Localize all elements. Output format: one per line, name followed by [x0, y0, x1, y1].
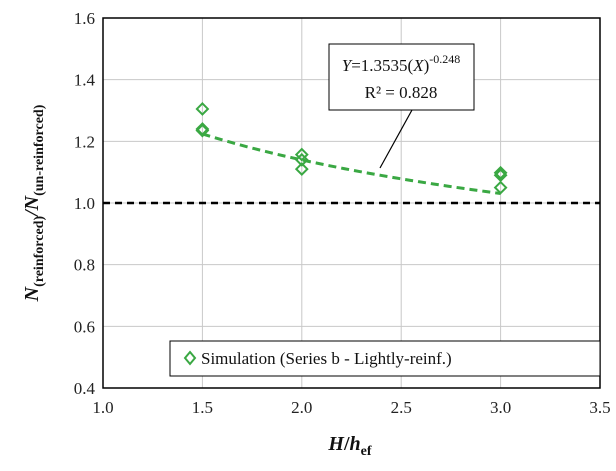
y-tick-label: 1.6 [74, 9, 95, 28]
annotation-box [328, 43, 475, 111]
equation-y: Y [342, 56, 353, 75]
legend: Simulation (Series b - Lightly-reinf.) [169, 340, 601, 377]
y-title-n2: N [21, 194, 43, 211]
x-axis-title: H/hef [327, 433, 371, 459]
x-tick-label: 1.0 [92, 398, 113, 417]
data-point [493, 165, 508, 180]
y-axis-title: N(reinforced)/N(un-reinforced) [21, 104, 47, 302]
equation-exponent: -0.248 [429, 52, 460, 66]
x-tick-labels: 1.0 1.5 2.0 2.5 3.0 3.5 [92, 398, 610, 417]
x-tick-label: 3.0 [490, 398, 511, 417]
y-tick-label: 0.4 [74, 379, 96, 398]
annotation-leader-line [379, 109, 413, 169]
legend-box [169, 340, 601, 377]
legend-label: Simulation (Series b - Lightly-reinf.) [201, 349, 452, 368]
x-tick-label: 1.5 [192, 398, 213, 417]
legend-marker [183, 350, 197, 366]
y-title-n1: N [21, 285, 43, 302]
data-point [294, 152, 309, 167]
data-points [195, 102, 508, 195]
data-point [294, 147, 309, 162]
x-title-second: h [350, 433, 361, 455]
trendline [201, 132, 501, 196]
y-tick-label: 1.0 [74, 194, 95, 213]
y-tick-labels: 0.4 0.6 0.8 1.0 1.2 1.4 1.6 [74, 9, 96, 398]
r-squared-text: R² = 0.828 [365, 83, 438, 102]
trendline-layer [201, 132, 501, 196]
y-tick-label: 1.2 [74, 132, 95, 151]
x-tick-label: 3.5 [589, 398, 610, 417]
data-point [195, 102, 210, 116]
y-tick-label: 1.4 [74, 71, 96, 90]
trend-equation-annotation: Y=1.3535(X)-0.248 R² = 0.828 [328, 43, 475, 169]
y-title-slash: / [21, 208, 43, 218]
data-point [294, 162, 309, 176]
y-title-n2-sub: (un-reinforced) [32, 104, 47, 196]
equation-mid: =1.3535( [351, 56, 413, 75]
x-tick-label: 2.0 [291, 398, 312, 417]
equation-x: X [412, 56, 424, 75]
x-title-slash: / [343, 433, 350, 455]
data-point [195, 123, 210, 138]
equation-text: Y=1.3535(X)-0.248 [342, 52, 461, 75]
y-tick-label: 0.8 [74, 256, 95, 275]
y-title-n1-sub: (reinforced) [32, 216, 47, 287]
plot-border [102, 17, 601, 389]
equation-close: ) [424, 56, 430, 75]
x-title-second-sub: ef [361, 444, 372, 459]
x-title-main: H [327, 433, 345, 455]
x-tick-label: 2.5 [391, 398, 412, 417]
data-point [195, 122, 210, 136]
y-tick-label: 0.6 [74, 317, 95, 336]
data-point [493, 180, 508, 195]
